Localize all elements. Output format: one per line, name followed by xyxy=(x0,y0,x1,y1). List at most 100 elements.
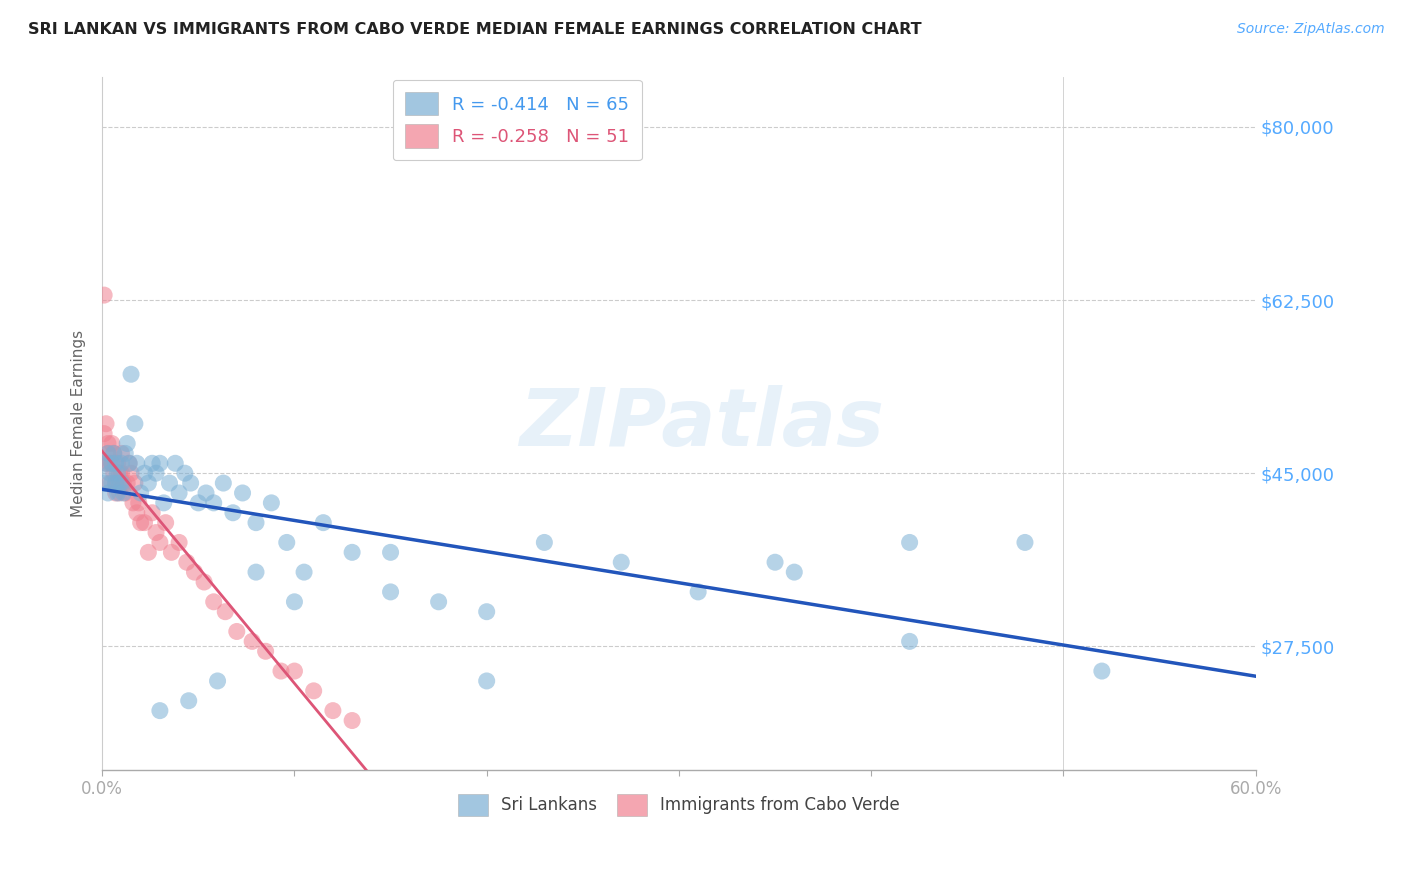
Point xyxy=(107,486,129,500)
Point xyxy=(240,634,263,648)
Point xyxy=(245,565,267,579)
Point xyxy=(93,288,115,302)
Point xyxy=(322,704,344,718)
Point xyxy=(108,476,131,491)
Point xyxy=(101,436,124,450)
Y-axis label: Median Female Earnings: Median Female Earnings xyxy=(72,330,86,517)
Text: ZIPatlas: ZIPatlas xyxy=(519,384,884,463)
Point xyxy=(114,486,136,500)
Point xyxy=(1091,664,1114,678)
Point xyxy=(475,673,498,688)
Point xyxy=(149,704,172,718)
Point xyxy=(115,476,138,491)
Point xyxy=(98,476,121,491)
Point xyxy=(176,555,198,569)
Point xyxy=(688,585,710,599)
Point xyxy=(118,456,141,470)
Point xyxy=(160,545,183,559)
Point xyxy=(276,535,298,549)
Point xyxy=(118,456,141,470)
Point xyxy=(129,486,152,500)
Point xyxy=(149,535,172,549)
Point xyxy=(138,545,160,559)
Point xyxy=(427,595,450,609)
Point xyxy=(104,476,127,491)
Point xyxy=(173,466,195,480)
Point xyxy=(187,496,209,510)
Point xyxy=(533,535,555,549)
Point xyxy=(128,496,150,510)
Text: Source: ZipAtlas.com: Source: ZipAtlas.com xyxy=(1237,22,1385,37)
Point xyxy=(159,476,181,491)
Point xyxy=(93,426,115,441)
Point xyxy=(270,664,292,678)
Point xyxy=(145,525,167,540)
Point xyxy=(283,664,305,678)
Point xyxy=(104,486,127,500)
Point xyxy=(149,456,172,470)
Point xyxy=(202,595,225,609)
Point xyxy=(245,516,267,530)
Point xyxy=(108,486,131,500)
Point xyxy=(232,486,254,500)
Point xyxy=(283,595,305,609)
Point xyxy=(260,496,283,510)
Point xyxy=(380,585,402,599)
Point xyxy=(110,456,132,470)
Point xyxy=(103,446,125,460)
Point xyxy=(115,436,138,450)
Point xyxy=(107,466,129,480)
Point xyxy=(107,476,129,491)
Point xyxy=(122,496,145,510)
Point xyxy=(202,496,225,510)
Point xyxy=(101,456,124,470)
Point xyxy=(380,545,402,559)
Point xyxy=(97,486,120,500)
Point xyxy=(97,436,120,450)
Point xyxy=(94,417,117,431)
Point xyxy=(114,446,136,460)
Point xyxy=(101,476,124,491)
Point xyxy=(152,496,174,510)
Point xyxy=(225,624,247,639)
Point xyxy=(195,486,218,500)
Point xyxy=(898,535,921,549)
Point xyxy=(145,466,167,480)
Point xyxy=(104,476,127,491)
Point xyxy=(165,456,187,470)
Point xyxy=(125,456,148,470)
Point xyxy=(475,605,498,619)
Point xyxy=(97,446,120,460)
Point xyxy=(763,555,786,569)
Point xyxy=(125,506,148,520)
Point xyxy=(103,446,125,460)
Point xyxy=(108,466,131,480)
Point xyxy=(340,714,363,728)
Point xyxy=(107,456,129,470)
Point xyxy=(141,506,163,520)
Point xyxy=(134,516,156,530)
Point xyxy=(214,605,236,619)
Point xyxy=(110,446,132,460)
Point xyxy=(302,683,325,698)
Point xyxy=(1014,535,1036,549)
Point xyxy=(207,673,229,688)
Point xyxy=(112,476,135,491)
Legend: Sri Lankans, Immigrants from Cabo Verde: Sri Lankans, Immigrants from Cabo Verde xyxy=(450,786,908,824)
Point xyxy=(167,486,190,500)
Point xyxy=(212,476,235,491)
Text: SRI LANKAN VS IMMIGRANTS FROM CABO VERDE MEDIAN FEMALE EARNINGS CORRELATION CHAR: SRI LANKAN VS IMMIGRANTS FROM CABO VERDE… xyxy=(28,22,922,37)
Point xyxy=(340,545,363,559)
Point xyxy=(155,516,177,530)
Point xyxy=(97,446,120,460)
Point xyxy=(110,466,132,480)
Point xyxy=(101,456,124,470)
Point xyxy=(312,516,335,530)
Point xyxy=(98,456,121,470)
Point xyxy=(167,535,190,549)
Point xyxy=(138,476,160,491)
Point xyxy=(124,476,146,491)
Point xyxy=(94,456,117,470)
Point xyxy=(193,574,215,589)
Point xyxy=(254,644,277,658)
